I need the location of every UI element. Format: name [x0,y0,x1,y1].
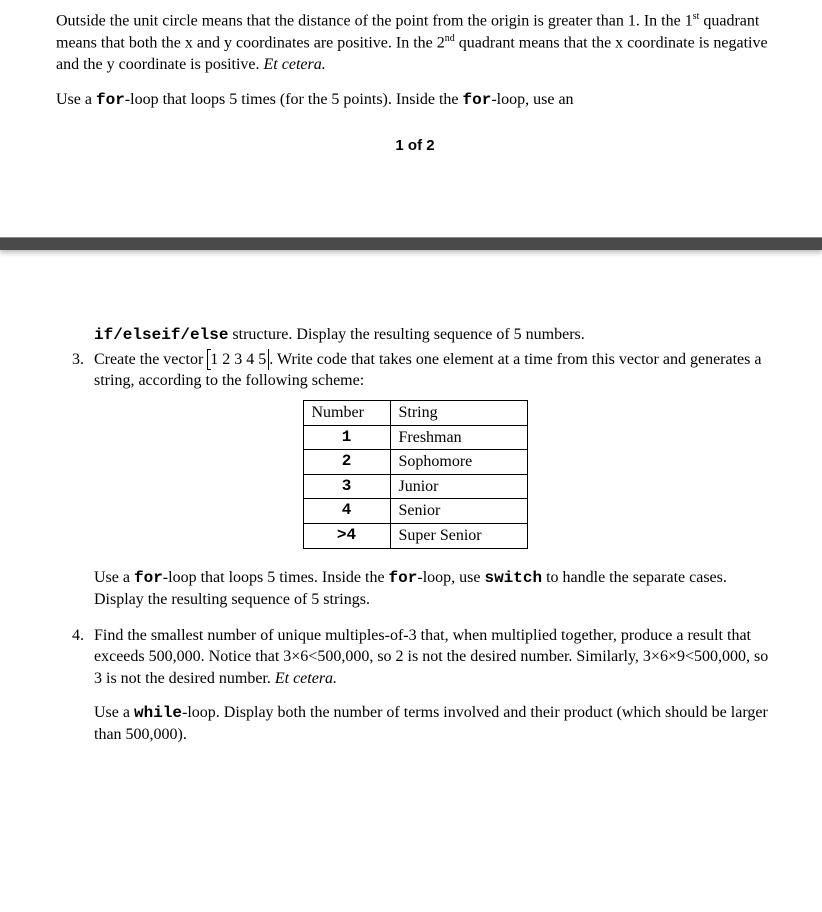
table-cell-string: Senior [390,499,527,524]
text-italic: Et cetera. [264,56,326,73]
table-cell-number: 2 [303,450,390,475]
table-cell-number: 4 [303,499,390,524]
text: -loop, use an [491,91,573,108]
table-header: String [390,401,527,426]
code-for: for [463,91,492,109]
para-ifelse-continue: if/elseif/else structure. Display the re… [94,324,774,347]
text: Use a [56,91,96,108]
page1-content: Outside the unit circle means that the d… [0,10,822,156]
table-cell-string: Freshman [390,425,527,450]
table-cell-number: >4 [303,524,390,549]
text: Use a [94,569,134,586]
page-divider [0,238,822,250]
question-4: 4. Find the smallest number of unique mu… [56,625,774,690]
para-unit-circle: Outside the unit circle means that the d… [56,10,774,75]
page-footer: 1 of 2 [56,136,774,156]
code-ifelse: if/elseif/else [94,326,228,344]
question-body: Create the vector 1 2 3 4 5. Write code … [94,349,774,392]
table-row: 3 Junior [303,474,527,499]
code-while: while [134,704,182,722]
code-for: for [134,569,163,587]
document-page: Outside the unit circle means that the d… [0,0,822,746]
code-switch: switch [484,569,542,587]
question-number: 4. [56,625,94,690]
lookup-table: Number String 1 Freshman 2 Sophomore 3 J… [303,400,528,549]
text: -loop. Display both the number of terms … [94,704,768,744]
text: structure. Display the resulting sequenc… [228,326,584,343]
table-cell-number: 1 [303,425,390,450]
page2-content: if/elseif/else structure. Display the re… [0,324,822,746]
para-for-loop-intro: Use a for-loop that loops 5 times (for t… [56,89,774,112]
text: -loop that loops 5 times. Inside the [163,569,389,586]
question-3: 3. Create the vector 1 2 3 4 5. Write co… [56,349,774,392]
table-cell-string: Super Senior [390,524,527,549]
text: Use a [94,704,134,721]
page-gap [0,184,822,324]
text-italic: Et cetera. [275,670,337,687]
text: Outside the unit circle means that the d… [56,12,693,29]
text: -loop, use [417,569,484,586]
para-while-loop: Use a while-loop. Display both the numbe… [94,702,774,746]
table-row: 4 Senior [303,499,527,524]
table-header: Number [303,401,390,426]
para-for-switch: Use a for-loop that loops 5 times. Insid… [94,567,774,611]
table-cell-string: Sophomore [390,450,527,475]
question-number: 3. [56,349,94,392]
question-body: Find the smallest number of unique multi… [94,625,774,690]
text: Create the vector [94,351,207,368]
table-cell-string: Junior [390,474,527,499]
text: -loop that loops 5 times (for the 5 poin… [125,91,463,108]
table-row: 2 Sophomore [303,450,527,475]
table-row: 1 Freshman [303,425,527,450]
text: Find the smallest number of unique multi… [94,627,768,687]
table-cell-number: 3 [303,474,390,499]
code-for: for [389,569,418,587]
table-row: >4 Super Senior [303,524,527,549]
vector-literal: 1 2 3 4 5 [207,349,269,371]
superscript: nd [445,33,455,44]
code-for: for [96,91,125,109]
table-header-row: Number String [303,401,527,426]
